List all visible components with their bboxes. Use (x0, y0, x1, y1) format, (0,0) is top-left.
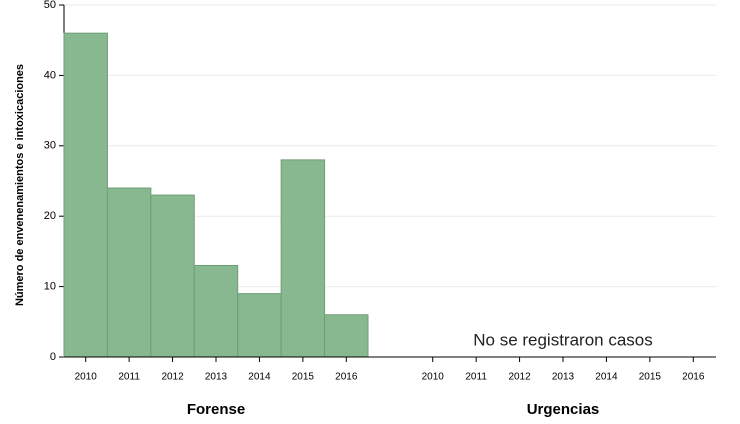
y-tick-label: 0 (50, 351, 56, 363)
x-tick-label: 2014 (248, 372, 271, 383)
x-tick-label: 2013 (552, 372, 575, 383)
x-tick-label: 2016 (335, 372, 358, 383)
x-tick-label: 2013 (205, 372, 228, 383)
annotation: No se registraron casos (473, 330, 653, 349)
x-tick-label: 2012 (508, 372, 531, 383)
bar (193, 264, 239, 358)
panel-title: Urgencias (527, 401, 600, 418)
y-tick-label: 20 (44, 210, 56, 222)
x-tick-label: 2010 (422, 372, 445, 383)
x-tick-label: 2012 (161, 372, 184, 383)
x-tick-label: 2016 (682, 372, 705, 383)
panel-title: Forense (187, 401, 245, 418)
x-tick-label: 2011 (465, 372, 487, 383)
x-tick-label: 2010 (75, 372, 98, 383)
bar (280, 159, 326, 358)
bar (63, 32, 108, 358)
bar (324, 314, 369, 358)
x-tick-label: 2014 (595, 372, 618, 383)
bar (237, 293, 282, 358)
bar (106, 187, 152, 358)
y-tick-label: 40 (44, 69, 56, 81)
x-tick-label: 2015 (639, 372, 662, 383)
x-tick-label: 2011 (118, 372, 140, 383)
y-tick-label: 30 (44, 140, 56, 152)
y-axis-label: Número de envenenamientos e intoxicacion… (14, 64, 26, 306)
y-tick-label: 50 (44, 0, 56, 11)
y-tick-label: 10 (44, 281, 56, 293)
x-tick-label: 2015 (292, 372, 315, 383)
bar (150, 194, 195, 358)
